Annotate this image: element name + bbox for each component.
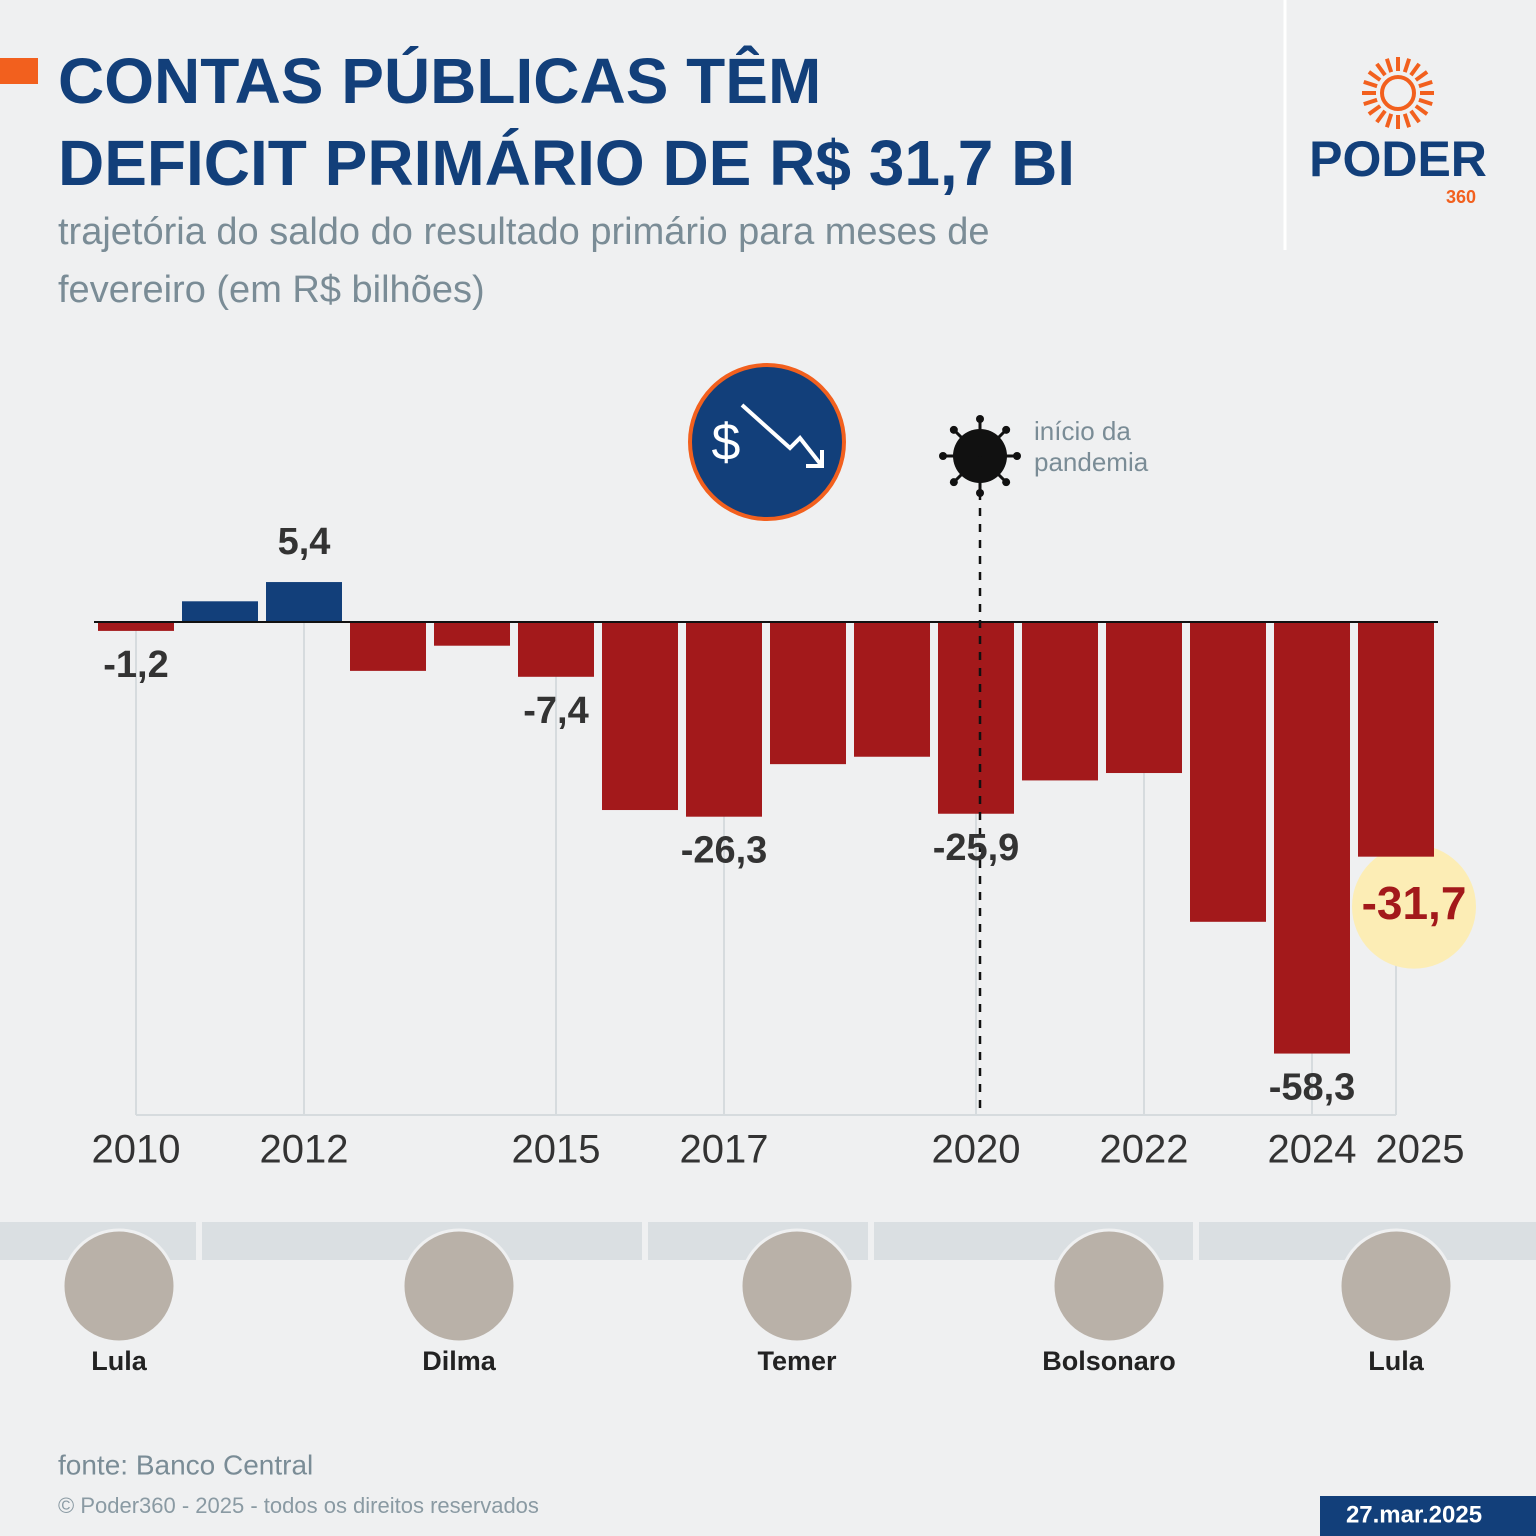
logo-ray <box>1375 109 1387 124</box>
virus-tip <box>1013 452 1021 460</box>
logo-ray <box>1367 104 1382 116</box>
logo-sun <box>1362 57 1434 129</box>
virus-icon <box>939 415 1021 497</box>
annotation: início da <box>1034 416 1131 446</box>
bar <box>854 622 930 757</box>
logo-ray <box>1363 97 1378 107</box>
value-label: -26,3 <box>681 830 768 872</box>
bar <box>1274 622 1350 1054</box>
logo-ray <box>1367 70 1382 82</box>
president-photo <box>1338 1228 1454 1344</box>
virus-spike <box>978 454 1008 484</box>
bar <box>770 622 846 765</box>
bar <box>938 622 1014 814</box>
subtitle: trajetória do saldo do resultado primári… <box>58 211 990 253</box>
bar <box>350 622 426 671</box>
x-tick-label: 2017 <box>680 1128 769 1172</box>
logo: PODER <box>1309 131 1487 187</box>
logo-ray <box>1414 70 1429 82</box>
bar <box>1190 622 1266 922</box>
logo-ray <box>1384 113 1394 128</box>
value-label: -58,3 <box>1269 1067 1356 1109</box>
logo-ray <box>1402 113 1412 128</box>
title: CONTAS PÚBLICAS TÊM <box>58 44 821 117</box>
president-name: Bolsonaro <box>1042 1346 1176 1376</box>
x-tick-label: 2010 <box>92 1128 181 1172</box>
logo-ray <box>1418 79 1433 89</box>
virus-spike <box>952 428 982 458</box>
virus-tip <box>976 415 984 423</box>
logo-ray <box>1409 62 1421 77</box>
value-label: -25,9 <box>933 827 1020 869</box>
president-photo <box>61 1228 177 1344</box>
logo-ray <box>1375 62 1387 77</box>
band-gap <box>642 1222 648 1260</box>
logo-ray <box>1409 109 1421 124</box>
bar <box>602 622 678 811</box>
x-tick-label: 2015 <box>512 1128 601 1172</box>
band-gap <box>1193 1222 1199 1260</box>
virus-spike <box>952 454 982 484</box>
x-tick-label: 2020 <box>932 1128 1021 1172</box>
title: DEFICIT PRIMÁRIO DE R$ 31,7 BI <box>58 127 1075 199</box>
president-photo <box>401 1228 517 1344</box>
date-box <box>1320 1496 1536 1536</box>
president-photo <box>1051 1228 1167 1344</box>
logo-ray <box>1414 104 1429 116</box>
logo-ray <box>1363 79 1378 89</box>
president-name: Temer <box>757 1346 837 1376</box>
bar <box>266 582 342 623</box>
accent <box>0 58 38 84</box>
money-icon: $ <box>688 363 846 521</box>
logo-ray <box>1418 97 1433 107</box>
band-gap <box>868 1222 874 1260</box>
bar <box>1106 622 1182 774</box>
bar <box>518 622 594 677</box>
value-label: -7,4 <box>523 690 588 732</box>
bar <box>98 622 174 631</box>
copyright: © Poder360 - 2025 - todos os direitos re… <box>58 1493 539 1518</box>
x-tick-label: 2025 <box>1376 1128 1465 1172</box>
date: 27.mar.2025 <box>1346 1501 1482 1528</box>
source: fonte: Banco Central <box>58 1449 313 1480</box>
bar <box>1022 622 1098 781</box>
bar <box>182 601 258 623</box>
bar <box>434 622 510 646</box>
president-name: Lula <box>91 1346 147 1376</box>
bar <box>686 622 762 817</box>
president-name: Dilma <box>422 1346 497 1376</box>
subtitle: fevereiro (em R$ bilhões) <box>58 269 485 311</box>
virus-tip <box>949 425 958 434</box>
value-label: -31,7 <box>1362 877 1467 929</box>
x-tick-label: 2022 <box>1100 1128 1189 1172</box>
band-gap <box>196 1222 202 1260</box>
virus-tip <box>949 478 958 487</box>
virus-tip <box>1002 478 1011 487</box>
president-photo <box>739 1228 855 1344</box>
virus-tip <box>1002 425 1011 434</box>
svg-text:$: $ <box>712 414 741 472</box>
annotation: pandemia <box>1034 447 1149 477</box>
x-tick-label: 2012 <box>260 1128 349 1172</box>
highlight-circle <box>1352 844 1476 969</box>
virus-spike <box>978 428 1008 458</box>
logo-ray <box>1384 58 1394 73</box>
virus-tip <box>976 489 984 497</box>
bar <box>1358 622 1434 857</box>
logo-sub: 360 <box>1446 187 1476 207</box>
president-name: Lula <box>1368 1346 1424 1376</box>
virus-tip <box>939 452 947 460</box>
value-label: 5,4 <box>278 521 331 563</box>
logo-ray <box>1402 58 1412 73</box>
x-tick-label: 2024 <box>1268 1128 1357 1172</box>
value-label: -1,2 <box>103 644 168 686</box>
